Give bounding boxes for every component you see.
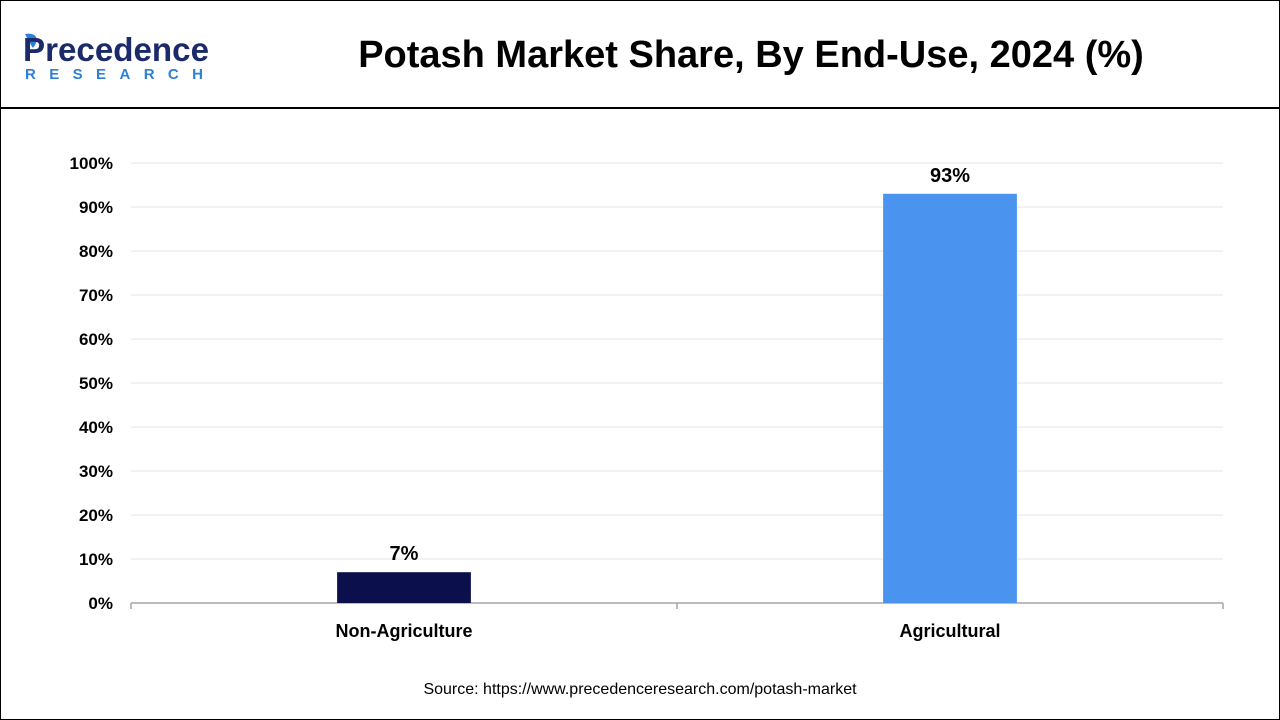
x-tick-label: Agricultural — [899, 621, 1000, 641]
y-tick-label: 80% — [79, 242, 113, 261]
header: Precedence RESEARCH Potash Market Share,… — [1, 1, 1279, 109]
y-tick-label: 90% — [79, 198, 113, 217]
bar — [883, 193, 1017, 604]
y-tick-label: 40% — [79, 418, 113, 437]
y-tick-label: 50% — [79, 374, 113, 393]
source-note: Source: https://www.precedenceresearch.c… — [423, 681, 857, 698]
brand-logo: Precedence RESEARCH — [21, 28, 221, 84]
logo-sub-text: RESEARCH — [25, 66, 203, 83]
y-tick-label: 30% — [79, 462, 113, 481]
leaf-icon — [25, 33, 37, 48]
chart-title: Potash Market Share, By End-Use, 2024 (%… — [358, 34, 1144, 76]
y-tick-label: 0% — [88, 594, 113, 613]
data-label: 93% — [930, 165, 970, 187]
y-tick-label: 100% — [70, 154, 113, 173]
y-tick-label: 20% — [79, 506, 113, 525]
y-tick-label: 10% — [79, 550, 113, 569]
bar — [337, 572, 471, 603]
x-tick-label: Non-Agriculture — [336, 621, 473, 641]
y-tick-label: 60% — [79, 330, 113, 349]
y-tick-label: 70% — [79, 286, 113, 305]
data-label: 7% — [390, 543, 419, 565]
bar-chart: 0% 10% 20% 30% 40% 50% 60% 70% 80% 90% 100% 7% Non-A… — [70, 154, 1224, 641]
logo-main-text: Precedence — [23, 31, 209, 68]
